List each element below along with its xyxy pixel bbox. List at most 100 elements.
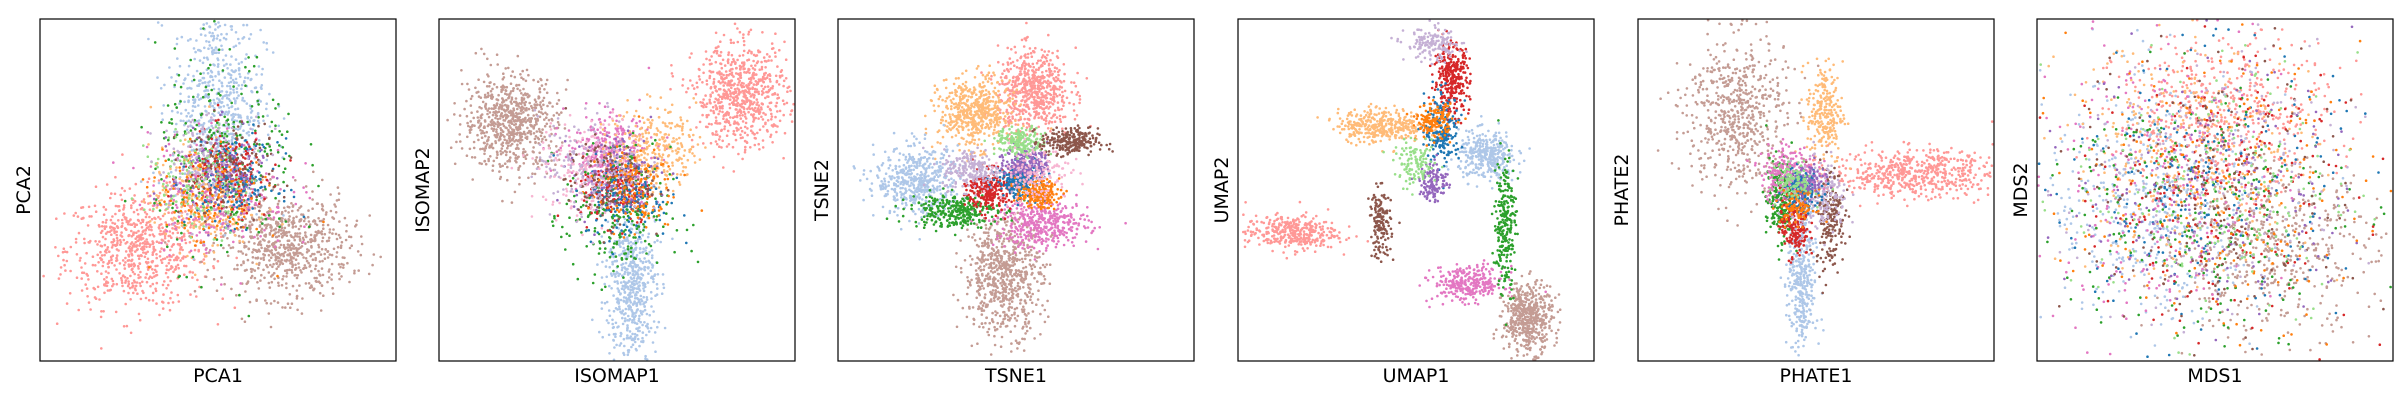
- scatter-point: [202, 243, 206, 247]
- scatter-point: [219, 140, 223, 143]
- scatter-point: [231, 189, 234, 193]
- scatter-point: [537, 110, 541, 113]
- scatter-point: [179, 259, 182, 262]
- scatter-point: [192, 95, 195, 99]
- scatter-point: [499, 175, 503, 179]
- scatter-point: [525, 68, 529, 72]
- scatter-point: [140, 233, 143, 236]
- scatter-point: [115, 254, 119, 257]
- scatter-point: [322, 294, 325, 298]
- scatter-point: [234, 127, 238, 131]
- scatter-point: [259, 28, 262, 32]
- scatter-point: [722, 88, 726, 92]
- scatter-point: [156, 76, 159, 79]
- scatter-point: [205, 168, 208, 172]
- scatter-point: [133, 264, 137, 267]
- panel-pca: PCA1 PCA2: [13, 18, 397, 387]
- scatter-point: [770, 112, 773, 116]
- scatter-point: [517, 105, 520, 108]
- scatter-point: [509, 74, 513, 78]
- scatter-point: [104, 237, 107, 241]
- scatter-point: [522, 147, 525, 151]
- scatter-point: [155, 240, 159, 243]
- scatter-point: [529, 132, 533, 136]
- scatter-point: [157, 241, 161, 244]
- scatter-point: [111, 221, 114, 225]
- scatter-point: [219, 188, 223, 191]
- scatter-point: [539, 134, 543, 138]
- scatter-point: [243, 180, 246, 183]
- scatter-point: [111, 284, 114, 288]
- scatter-point: [290, 188, 293, 192]
- scatter-point: [201, 132, 205, 136]
- scatter-point: [189, 226, 192, 229]
- scatter-point: [482, 141, 486, 145]
- scatter-point: [313, 252, 316, 256]
- scatter-point: [786, 90, 789, 93]
- scatter-point: [509, 132, 513, 135]
- scatter-point: [106, 230, 109, 234]
- scatter-point: [158, 170, 161, 174]
- scatter-point: [209, 118, 212, 122]
- scatter-point: [157, 215, 160, 219]
- scatter-point: [211, 118, 215, 122]
- scatter-point: [117, 205, 121, 208]
- scatter-point: [167, 211, 170, 214]
- scatter-point: [217, 48, 221, 51]
- scatter-point: [512, 128, 515, 132]
- scatter-point: [742, 43, 746, 47]
- scatter-point: [96, 285, 100, 289]
- scatter-point: [515, 84, 518, 87]
- scatter-point: [199, 123, 203, 127]
- scatter-point: [192, 226, 195, 230]
- scatter-point: [254, 256, 258, 260]
- scatter-point: [203, 89, 206, 93]
- scatter-point: [276, 301, 280, 304]
- scatter-point: [69, 245, 73, 249]
- scatter-point: [246, 163, 249, 167]
- scatter-point: [113, 264, 116, 267]
- scatter-point: [278, 225, 281, 229]
- scatter-point: [243, 212, 246, 215]
- scatter-point: [274, 127, 277, 130]
- scatter-point: [238, 167, 242, 171]
- scatter-point: [324, 213, 328, 216]
- scatter-point: [522, 111, 525, 114]
- scatter-point: [766, 105, 770, 108]
- scatter-point: [234, 58, 238, 61]
- scatter-point: [237, 250, 240, 253]
- scatter-point: [203, 105, 207, 108]
- scatter-point: [225, 90, 229, 94]
- scatter-point: [486, 57, 489, 61]
- scatter-point: [175, 166, 178, 169]
- scatter-point: [101, 235, 105, 239]
- scatter-point: [539, 130, 542, 134]
- scatter-point: [63, 212, 66, 215]
- scatter-point: [472, 116, 476, 120]
- scatter-point: [247, 247, 250, 251]
- scatter-point: [755, 98, 759, 101]
- scatter-point: [238, 293, 241, 297]
- scatter-point: [299, 224, 303, 228]
- scatter-point: [229, 162, 232, 166]
- scatter-point: [220, 81, 224, 85]
- scatter-point: [119, 193, 122, 197]
- scatter-point: [189, 37, 192, 41]
- scatter-point: [159, 203, 162, 206]
- scatter-point: [353, 269, 356, 273]
- scatter-point: [199, 97, 203, 100]
- scatter-point: [298, 237, 302, 241]
- scatter-point: [560, 111, 563, 114]
- scatter-point: [223, 169, 227, 173]
- scatter-point: [165, 264, 168, 268]
- scatter-point: [483, 93, 487, 97]
- scatter-point: [279, 243, 283, 247]
- scatter-point: [316, 250, 319, 254]
- scatter-point: [264, 217, 268, 221]
- scatter-point: [240, 60, 243, 64]
- scatter-point: [226, 237, 229, 240]
- scatter-point: [134, 182, 138, 186]
- scatter-point: [304, 185, 308, 188]
- scatter-point: [768, 78, 772, 81]
- scatter-point: [186, 254, 189, 258]
